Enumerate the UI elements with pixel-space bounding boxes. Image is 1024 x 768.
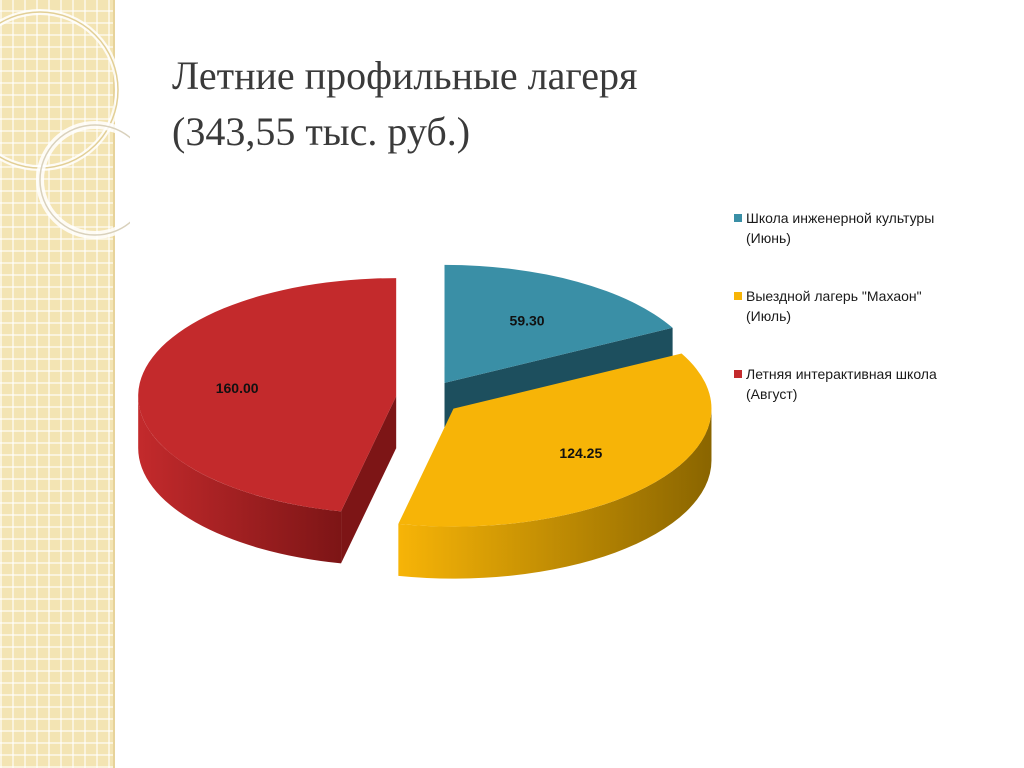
legend-item: Выездной лагерь "Махаон" (Июль) (734, 286, 1004, 326)
pie-data-label: 124.25 (559, 445, 602, 461)
legend-label: Выездной лагерь "Махаон" (Июль) (746, 288, 922, 324)
legend-label: Школа инженерной культуры (Июнь) (746, 210, 935, 246)
legend-swatch (734, 214, 742, 222)
pie-slice (444, 264, 673, 383)
slide-title-line1: Летние профильные лагеря (172, 53, 638, 98)
legend-swatch (734, 292, 742, 300)
legend-swatch (734, 370, 742, 378)
pie-slice (398, 353, 712, 527)
legend-label: Летняя интерактивная школа (Август) (746, 366, 937, 402)
pie-slice (138, 278, 397, 512)
pie-slice-side (398, 408, 712, 579)
chart-legend: Школа инженерной культуры (Июнь) Выездной… (734, 208, 1004, 442)
decorative-divider (113, 0, 115, 768)
legend-item: Школа инженерной культуры (Июнь) (734, 208, 1004, 248)
pie-slice-side (138, 396, 342, 564)
legend-item: Летняя интерактивная школа (Август) (734, 364, 1004, 404)
decorative-circles (0, 9, 130, 239)
slide-title-line2: (343,55 тыс. руб.) (172, 109, 471, 154)
pie-data-label: 59.30 (510, 312, 545, 328)
pie-data-label: 160.00 (216, 380, 259, 396)
slide-title: Летние профильные лагеря (343,55 тыс. ру… (172, 48, 872, 160)
pie-slice-wall (341, 396, 397, 564)
